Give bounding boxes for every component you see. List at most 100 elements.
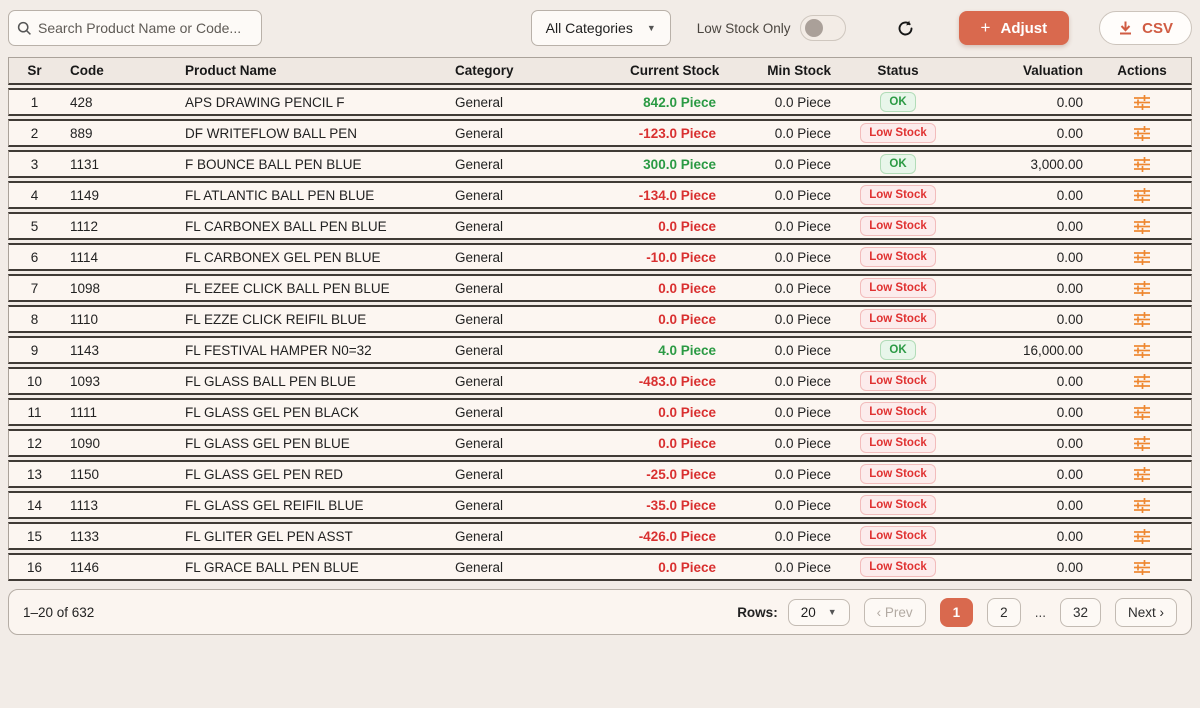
adjust-stock-icon[interactable] — [1133, 125, 1151, 142]
page-button-last[interactable]: 32 — [1059, 597, 1101, 627]
code-cell: 1149 — [60, 181, 175, 209]
table-row: 10 1093 FL GLASS BALL PEN BLUE General -… — [8, 367, 1192, 395]
sr-cell: 1 — [8, 88, 60, 116]
actions-cell — [1093, 460, 1192, 488]
actions-cell — [1093, 553, 1192, 581]
status-badge: Low Stock — [860, 557, 936, 577]
status-cell: Low Stock — [841, 212, 955, 240]
product-name-cell: FL CARBONEX GEL PEN BLUE — [175, 243, 445, 271]
column-header: Min Stock — [726, 57, 841, 85]
current-stock-value: 0.0 Piece — [658, 404, 716, 420]
category-cell: General — [445, 367, 620, 395]
status-cell: Low Stock — [841, 429, 955, 457]
status-cell: Low Stock — [841, 553, 955, 581]
sr-cell: 12 — [8, 429, 60, 457]
min-stock-cell: 0.0 Piece — [726, 336, 841, 364]
page-button-1[interactable]: 1 — [939, 597, 974, 627]
status-badge: Low Stock — [860, 247, 936, 267]
code-cell: 1111 — [60, 398, 175, 426]
adjust-stock-icon[interactable] — [1133, 497, 1151, 514]
valuation-cell: 0.00 — [955, 305, 1093, 333]
status-badge: OK — [880, 340, 916, 360]
adjust-stock-icon[interactable] — [1133, 311, 1151, 328]
current-stock-cell: 842.0 Piece — [620, 88, 726, 116]
rows-per-page-select[interactable]: 20 ▼ — [787, 598, 850, 626]
adjust-stock-icon[interactable] — [1133, 528, 1151, 545]
status-cell: OK — [841, 88, 955, 116]
product-name-cell: FL GLASS GEL REIFIL BLUE — [175, 491, 445, 519]
table-row: 13 1150 FL GLASS GEL PEN RED General -25… — [8, 460, 1192, 488]
min-stock-cell: 0.0 Piece — [726, 88, 841, 116]
category-filter-select[interactable]: All Categories ▼ — [530, 10, 671, 46]
toolbar-right: All Categories ▼ Low Stock Only + Adjust — [530, 10, 1192, 46]
adjust-stock-icon[interactable] — [1133, 218, 1151, 235]
current-stock-cell: 0.0 Piece — [620, 553, 726, 581]
pagination-ellipsis: ... — [1034, 604, 1046, 620]
adjust-stock-icon[interactable] — [1133, 249, 1151, 266]
table-row: 3 1131 F BOUNCE BALL PEN BLUE General 30… — [8, 150, 1192, 178]
column-header: Product Name — [175, 57, 445, 85]
status-cell: OK — [841, 150, 955, 178]
page-button-2[interactable]: 2 — [987, 597, 1021, 627]
min-stock-cell: 0.0 Piece — [726, 398, 841, 426]
code-cell: 1090 — [60, 429, 175, 457]
sr-cell: 8 — [8, 305, 60, 333]
valuation-cell: 0.00 — [955, 212, 1093, 240]
actions-cell — [1093, 305, 1192, 333]
valuation-cell: 3,000.00 — [955, 150, 1093, 178]
inventory-table-wrap: Sr Code Product Name Category Current Stock M… — [0, 54, 1200, 584]
low-stock-toggle-label: Low Stock Only — [696, 20, 791, 36]
min-stock-cell: 0.0 Piece — [726, 522, 841, 550]
current-stock-cell: 4.0 Piece — [620, 336, 726, 364]
current-stock-cell: -134.0 Piece — [620, 181, 726, 209]
current-stock-cell: 0.0 Piece — [620, 398, 726, 426]
code-cell: 1113 — [60, 491, 175, 519]
adjust-stock-icon[interactable] — [1133, 156, 1151, 173]
adjust-stock-icon[interactable] — [1133, 94, 1151, 111]
adjust-stock-icon[interactable] — [1133, 373, 1151, 390]
search-input[interactable] — [38, 20, 253, 36]
status-badge: Low Stock — [860, 216, 936, 236]
valuation-cell: 0.00 — [955, 460, 1093, 488]
table-row: 7 1098 FL EZEE CLICK BALL PEN BLUE Gener… — [8, 274, 1192, 302]
current-stock-cell: -25.0 Piece — [620, 460, 726, 488]
min-stock-cell: 0.0 Piece — [726, 367, 841, 395]
adjust-button[interactable]: + Adjust — [958, 11, 1070, 45]
low-stock-toggle[interactable] — [799, 15, 846, 41]
category-cell: General — [445, 398, 620, 426]
current-stock-cell: 0.0 Piece — [620, 212, 726, 240]
adjust-stock-icon[interactable] — [1133, 187, 1151, 204]
product-name-cell: FL EZEE CLICK BALL PEN BLUE — [175, 274, 445, 302]
current-stock-value: -10.0 Piece — [646, 249, 716, 265]
adjust-stock-icon[interactable] — [1133, 559, 1151, 576]
valuation-cell: 0.00 — [955, 553, 1093, 581]
refresh-button[interactable] — [896, 19, 915, 38]
refresh-icon — [898, 20, 912, 35]
actions-cell — [1093, 398, 1192, 426]
category-cell: General — [445, 150, 620, 178]
adjust-stock-icon[interactable] — [1133, 342, 1151, 359]
code-cell: 428 — [60, 88, 175, 116]
adjust-stock-icon[interactable] — [1133, 404, 1151, 421]
actions-cell — [1093, 181, 1192, 209]
sr-cell: 3 — [8, 150, 60, 178]
actions-cell — [1093, 522, 1192, 550]
adjust-stock-icon[interactable] — [1133, 280, 1151, 297]
category-cell: General — [445, 243, 620, 271]
product-name-cell: DF WRITEFLOW BALL PEN — [175, 119, 445, 147]
search-box[interactable] — [8, 10, 262, 46]
next-page-button[interactable]: Next › — [1114, 597, 1177, 627]
actions-cell — [1093, 367, 1192, 395]
adjust-stock-icon[interactable] — [1133, 466, 1151, 483]
sr-cell: 16 — [8, 553, 60, 581]
status-badge: Low Stock — [860, 464, 936, 484]
current-stock-value: 0.0 Piece — [658, 218, 716, 234]
code-cell: 889 — [60, 119, 175, 147]
status-cell: Low Stock — [841, 460, 955, 488]
code-cell: 1146 — [60, 553, 175, 581]
prev-page-button[interactable]: ‹ Prev — [863, 597, 926, 627]
csv-export-button[interactable]: CSV — [1099, 11, 1192, 45]
table-row: 1 428 APS DRAWING PENCIL F General 842.0… — [8, 88, 1192, 116]
adjust-stock-icon[interactable] — [1133, 435, 1151, 452]
chevron-down-icon: ▼ — [827, 607, 837, 617]
